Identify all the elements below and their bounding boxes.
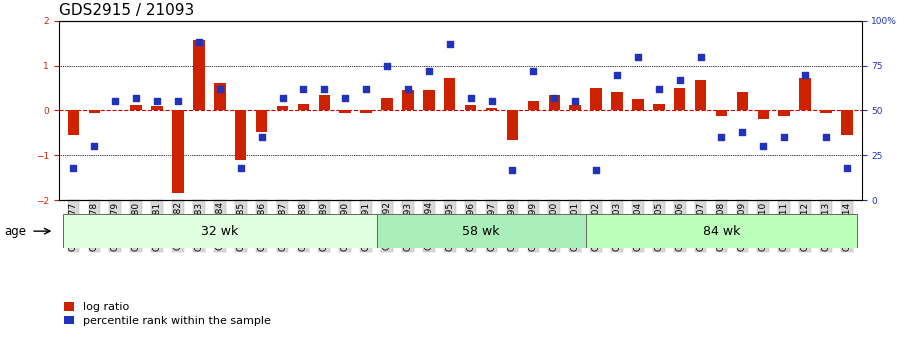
Point [359,86,374,92]
Bar [193,40,205,110]
Bar [778,110,790,116]
Bar [716,110,728,116]
Bar [235,110,246,160]
Point [275,95,290,101]
Bar [548,95,560,110]
Point [338,95,352,101]
Point [672,77,687,83]
Point [840,165,854,170]
Point [87,144,101,149]
Bar [841,110,853,135]
Point [589,167,604,172]
Bar [737,92,748,110]
Bar [653,104,664,110]
Text: 84 wk: 84 wk [703,225,740,238]
Text: age: age [5,225,26,238]
Bar [376,214,586,248]
Text: 32 wk: 32 wk [201,225,238,238]
Bar [757,110,769,119]
Point [171,99,186,104]
Point [568,99,583,104]
Legend: log ratio, percentile rank within the sample: log ratio, percentile rank within the sa… [64,302,272,326]
Bar [360,110,372,113]
Bar [256,110,267,132]
Point [735,129,749,135]
Bar [172,110,184,193]
Bar [63,214,376,248]
Bar [590,88,602,110]
Point [233,165,248,170]
Bar [130,105,142,110]
Bar [632,99,643,110]
Point [108,99,122,104]
Bar [820,110,832,113]
Point [129,95,143,101]
Point [819,135,834,140]
Point [463,95,478,101]
Bar [674,88,685,110]
Point [610,72,624,77]
Bar [89,110,100,113]
Bar [465,105,476,110]
Point [798,72,813,77]
Bar [695,80,706,110]
Point [484,99,499,104]
Point [547,95,561,101]
Bar [423,90,434,110]
Bar [528,101,539,110]
Bar [586,214,857,248]
Point [756,144,770,149]
Bar [486,108,498,110]
Bar [444,78,455,110]
Bar [151,106,163,110]
Bar [569,105,581,110]
Point [192,39,206,45]
Point [777,135,792,140]
Point [443,41,457,47]
Bar [611,92,623,110]
Point [401,86,415,92]
Bar [214,83,225,110]
Point [505,167,519,172]
Point [213,86,227,92]
Bar [68,110,80,135]
Point [526,68,540,74]
Bar [277,106,289,110]
Text: 58 wk: 58 wk [462,225,500,238]
Point [714,135,729,140]
Point [693,54,708,59]
Point [150,99,165,104]
Text: GDS2915 / 21093: GDS2915 / 21093 [59,3,194,18]
Bar [799,78,811,110]
Point [631,54,645,59]
Point [422,68,436,74]
Bar [507,110,519,140]
Bar [339,110,351,113]
Bar [381,98,393,110]
Point [380,63,395,68]
Point [317,86,331,92]
Point [66,165,81,170]
Bar [319,95,330,110]
Point [254,135,269,140]
Point [296,86,310,92]
Bar [402,90,414,110]
Bar [298,104,310,110]
Point [652,86,666,92]
